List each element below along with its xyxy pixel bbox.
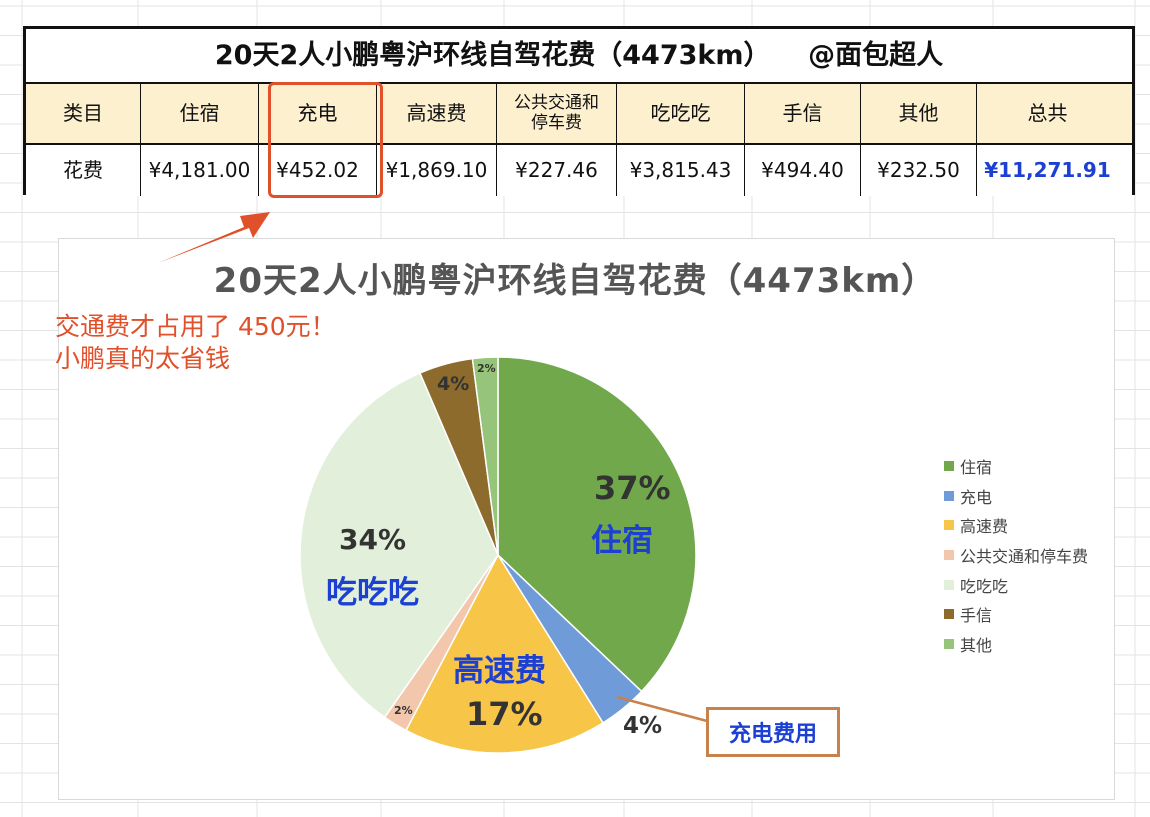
cost-table: 20天2人小鹏粤沪环线自驾花费（4473km） @面包超人 类目 住宿 充电 高速费公… — [23, 26, 1135, 196]
table-value-cell: ¥232.50 — [861, 145, 977, 196]
table-value-row: 花费 ¥4,181.00 ¥452.02 ¥1,869.10 ¥227.46 ¥3,815… — [26, 145, 1132, 196]
table-row-label: 花费 — [26, 145, 141, 196]
pct-label-transit-parking: 2% — [394, 704, 413, 717]
callout-leader-line — [616, 695, 708, 723]
pie-slice-4 — [299, 372, 499, 719]
pie-slice-2 — [405, 553, 605, 754]
table-value-cell: ¥227.46 — [497, 145, 617, 196]
annotation-line-2: 小鹏真的太省钱 — [55, 344, 231, 373]
table-header-cell: 其他 — [861, 84, 977, 143]
legend-item: 其他 — [944, 629, 1088, 659]
legend-item: 充电 — [944, 481, 1088, 511]
legend-item: 高速费 — [944, 510, 1088, 540]
table-header-label: 类目 — [26, 84, 141, 143]
table-value-cell: ¥11,271.91 — [984, 158, 1111, 182]
legend-label: 充电 — [960, 487, 993, 507]
legend-item: 吃吃吃 — [944, 570, 1088, 600]
legend-swatch — [944, 609, 954, 620]
pie-slice-0 — [497, 356, 697, 693]
legend-label: 吃吃吃 — [960, 576, 1009, 596]
legend-label: 住宿 — [960, 457, 993, 477]
legend-swatch — [944, 490, 954, 501]
slice-label-tolls: 高速费 — [453, 653, 546, 689]
slice-label-lodging: 住宿 — [591, 523, 653, 559]
legend-swatch — [944, 579, 954, 590]
table-value-cell: ¥3,815.43 — [617, 145, 745, 196]
legend-item: 手信 — [944, 599, 1088, 629]
chart-legend: 住宿充电高速费公共交通和停车费 吃吃吃手信其他 — [944, 451, 1088, 659]
legend-swatch — [944, 460, 954, 471]
table-header-cell: 充电 — [259, 84, 377, 143]
table-header-cell: 吃吃吃 — [617, 84, 745, 143]
legend-item: 公共交通和停车费 — [944, 540, 1088, 570]
pct-label-food: 34% — [339, 523, 407, 556]
table-header-cell: 高速费 — [377, 84, 497, 143]
legend-label: 公共交通和停车费 — [960, 546, 1089, 566]
table-value-cell: ¥494.40 — [745, 145, 861, 196]
chart-title: 20天2人小鹏粤沪环线自驾花费（4473km） — [213, 261, 937, 301]
table-value-cell: ¥452.02 — [259, 145, 377, 196]
legend-swatch — [944, 520, 954, 531]
table-header-cell-line: 停车费 — [531, 112, 582, 133]
pct-label-souvenirs: 4% — [437, 373, 470, 395]
table-value-cell: ¥1,869.10 — [377, 145, 497, 196]
table-header-cell: 手信 — [745, 84, 861, 143]
legend-label: 高速费 — [960, 517, 1009, 537]
table-header-row: 类目 住宿 充电 高速费 公共交通和 停车费 吃吃吃 手信 其他 总共 — [26, 84, 1132, 145]
pct-label-other: 2% — [477, 362, 496, 375]
table-header-cell: 住宿 — [141, 84, 259, 143]
legend-label: 手信 — [960, 606, 993, 626]
pct-label-tolls: 17% — [466, 695, 543, 733]
table-header-cell-line: 公共交通和 — [514, 92, 599, 113]
pie-slice-6 — [471, 356, 499, 556]
legend-item: 住宿 — [944, 451, 1088, 481]
legend-swatch — [944, 549, 954, 560]
arrow-icon — [158, 212, 270, 263]
table-header-cell: 公共交通和 停车费 — [497, 84, 617, 143]
table-value-cell: ¥4,181.00 — [141, 145, 259, 196]
pct-label-charging: 4% — [623, 713, 663, 739]
slice-label-food: 吃吃吃 — [326, 575, 419, 611]
charging-callout-box: 充电费用 — [706, 707, 840, 757]
pct-label-lodging: 37% — [594, 469, 671, 507]
charging-highlight-box — [268, 82, 383, 198]
legend-swatch — [944, 638, 954, 649]
table-title: 20天2人小鹏粤沪环线自驾花费（4473km） @面包超人 — [26, 29, 1132, 84]
legend-label: 其他 — [960, 635, 993, 655]
annotation-line-1: 交通费才占用了 450元！ — [55, 312, 336, 341]
table-header-cell: 总共 — [1027, 101, 1068, 125]
